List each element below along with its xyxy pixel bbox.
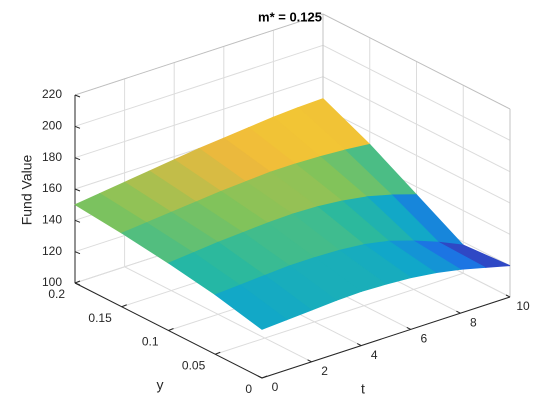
z-tick-label: 180 xyxy=(42,150,62,164)
y-tick-label: 0.1 xyxy=(142,335,159,349)
y-tick xyxy=(74,280,81,284)
chart-title: m* = 0.125 xyxy=(258,9,322,24)
grid-line xyxy=(322,107,511,204)
y-tick-label: 0.2 xyxy=(48,287,65,301)
x-tick xyxy=(505,294,511,298)
z-tick xyxy=(74,282,81,286)
z-tick xyxy=(74,251,81,255)
z-tick-label: 100 xyxy=(42,275,62,289)
z-tick-label: 120 xyxy=(42,244,62,258)
x-tick xyxy=(356,343,362,347)
x-tick-label: 0 xyxy=(272,380,279,394)
y-tick xyxy=(261,375,268,379)
grid-line xyxy=(215,272,464,355)
x-tick xyxy=(257,375,263,379)
x-tick-label: 10 xyxy=(516,299,530,313)
z-tick xyxy=(74,219,81,223)
y-tick xyxy=(121,304,127,308)
y-tick-label: 0.05 xyxy=(182,358,206,372)
z-tick-label: 140 xyxy=(42,213,62,227)
grid-line xyxy=(74,76,324,159)
x-tick xyxy=(307,359,312,363)
z-tick xyxy=(74,94,81,98)
z-tick-label: 220 xyxy=(42,87,62,101)
x-tick xyxy=(406,326,412,330)
y-tick-label: 0 xyxy=(245,382,252,396)
z-tick xyxy=(74,188,81,192)
z-axis-label: Fund Value xyxy=(19,155,35,226)
z-tick xyxy=(74,125,81,129)
x-axis-line xyxy=(261,296,511,379)
z-tick-label: 200 xyxy=(42,119,62,133)
x-tick-label: 4 xyxy=(371,348,378,362)
label-layer: 024681000.050.10.150.2100120140160180200… xyxy=(42,87,530,396)
surface-layer xyxy=(74,98,511,330)
x-tick-label: 2 xyxy=(321,364,328,378)
x-tick-label: 8 xyxy=(470,315,477,329)
grid-line xyxy=(322,76,511,173)
box-edge xyxy=(74,13,324,96)
y-tick xyxy=(168,328,174,331)
y-axis-label: y xyxy=(157,377,164,393)
z-tick xyxy=(74,157,81,161)
grid-line xyxy=(74,44,324,127)
z-tick-label: 160 xyxy=(42,181,62,195)
grid-line xyxy=(322,44,511,141)
surface-patch xyxy=(214,284,288,330)
y-tick xyxy=(215,351,221,355)
y-tick-label: 0.15 xyxy=(88,311,112,325)
x-axis-label: t xyxy=(361,381,365,397)
x-tick-label: 6 xyxy=(420,332,427,346)
box-edge xyxy=(322,13,511,110)
x-tick xyxy=(456,310,461,314)
